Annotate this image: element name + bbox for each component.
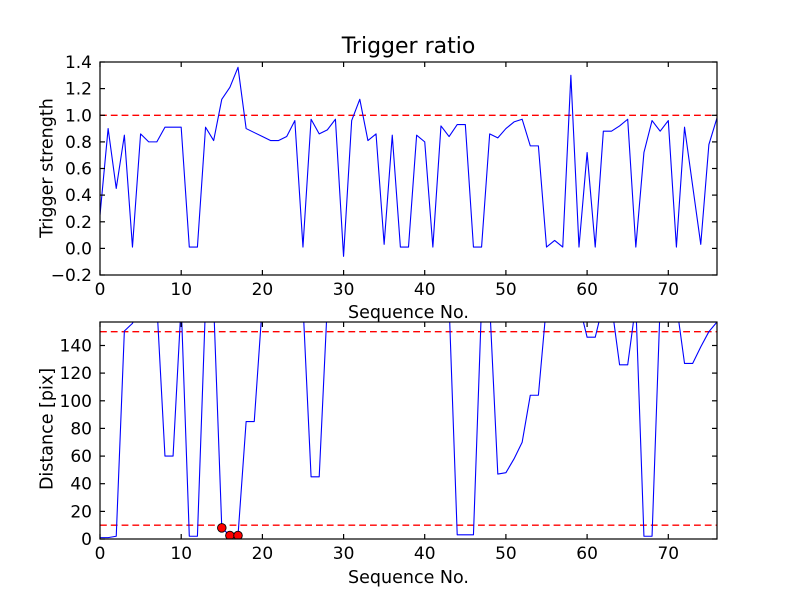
subplot-trigger-ratio: 0 10 20 30 40 50 60 70 −0.2 0.0 0.2 0.4 0.6 0.8 1.0 1.2… xyxy=(51,53,718,300)
x-tick-label: 40 xyxy=(414,280,436,300)
y-tick-label: 0 xyxy=(81,530,92,550)
y-tick-label: −0.2 xyxy=(51,266,92,286)
y-tick-label: 80 xyxy=(70,419,92,439)
axes-spines xyxy=(99,321,718,540)
top-y-axis-label: Trigger strength xyxy=(37,98,58,238)
y-tick-label: 20 xyxy=(70,502,92,522)
event-marker xyxy=(233,530,243,539)
y-tick-label: 1.4 xyxy=(65,53,92,73)
y-tick-label: 120 xyxy=(60,364,92,384)
y-tick-label: 0.4 xyxy=(65,186,92,206)
x-tick-label: 60 xyxy=(576,544,598,564)
x-tick-label: 30 xyxy=(333,280,355,300)
data-line xyxy=(100,322,717,539)
x-tick-label: 50 xyxy=(495,280,517,300)
y-tick-label: 1.0 xyxy=(65,106,92,126)
y-tick-label: 1.2 xyxy=(65,80,92,100)
x-tick-label: 50 xyxy=(495,544,517,564)
event-marker xyxy=(217,523,227,533)
data-line xyxy=(100,66,717,257)
x-tick-label: 20 xyxy=(252,544,274,564)
y-tick-label: 40 xyxy=(70,475,92,495)
y-tick-label: 0.6 xyxy=(65,160,92,180)
y-tick-label: 140 xyxy=(60,336,92,356)
x-tick-label: 20 xyxy=(252,280,274,300)
y-tick-label: 0.0 xyxy=(65,239,92,259)
y-tick-label: 0.8 xyxy=(65,133,92,153)
y-tick-label: 100 xyxy=(60,392,92,412)
x-tick-label: 0 xyxy=(95,280,106,300)
x-tick-label: 70 xyxy=(657,544,679,564)
bottom-x-axis-label: Sequence No. xyxy=(348,568,469,588)
top-x-axis-label: Sequence No. xyxy=(348,303,469,323)
x-tick-label: 60 xyxy=(576,280,598,300)
x-tick-label: 10 xyxy=(170,544,192,564)
y-tick-label: 60 xyxy=(70,447,92,467)
x-tick-label: 30 xyxy=(333,544,355,564)
y-tick-label: 0.2 xyxy=(65,213,92,233)
bottom-y-axis-label: Distance [pix] xyxy=(37,367,58,491)
x-tick-label: 40 xyxy=(414,544,436,564)
chart-title: Trigger ratio xyxy=(341,34,476,59)
x-tick-label: 70 xyxy=(657,280,679,300)
x-tick-label: 10 xyxy=(170,280,192,300)
x-tick-label: 0 xyxy=(95,544,106,564)
subplot-distance: 0 10 20 30 40 50 60 70 0 20 40 60 80 100 120 140 xyxy=(60,321,718,564)
